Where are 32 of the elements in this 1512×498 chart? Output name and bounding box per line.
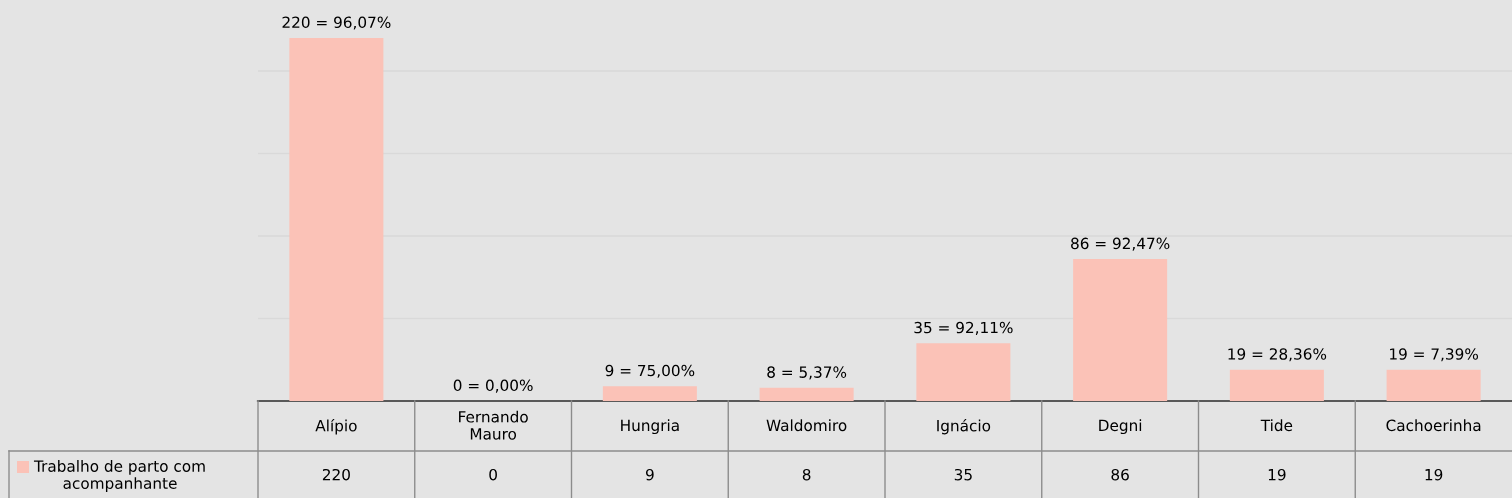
x-tick-label: Cachoerinha (1386, 419, 1481, 432)
annotation: 9 = 75,00% (605, 364, 695, 378)
bar (1229, 369, 1324, 401)
data-label: 86 (1111, 468, 1129, 481)
bar (1073, 259, 1168, 401)
data-label: 0 (489, 468, 497, 481)
data-label: 220 (322, 468, 350, 481)
x-tick-label: Fernando Mauro (459, 410, 528, 440)
bar (602, 386, 697, 401)
annotation: 19 = 28,36% (1228, 348, 1327, 362)
annotation: 19 = 7,39% (1390, 348, 1479, 362)
annotation: 220 = 96,07% (282, 16, 391, 30)
data-label: 35 (954, 468, 972, 481)
data-label: 9 (645, 468, 654, 481)
x-tick-label: Ignácio (937, 419, 991, 435)
annotation: 35 = 92,11% (914, 321, 1013, 335)
x-tick-label: Degni (1099, 419, 1142, 435)
annotation: 0 = 0,00% (453, 379, 533, 393)
x-tick-label: Tide (1260, 419, 1293, 432)
bar (289, 37, 384, 401)
bar (916, 343, 1011, 401)
x-tick-label: Waldomiro (766, 419, 847, 432)
x-tick-label: Hungria (621, 419, 679, 435)
data-label: 19 (1268, 468, 1286, 481)
x-tick-label: Alípio (315, 419, 357, 435)
annotation: 8 = 5,37% (767, 366, 847, 380)
annotation: 86 = 92,47% (1071, 237, 1170, 251)
bar (1386, 369, 1481, 401)
legend-label: Trabalho de parto com acompanhante (33, 460, 205, 492)
data-label: 8 (802, 468, 811, 481)
bar (759, 387, 854, 401)
data-label: 19 (1425, 468, 1443, 481)
